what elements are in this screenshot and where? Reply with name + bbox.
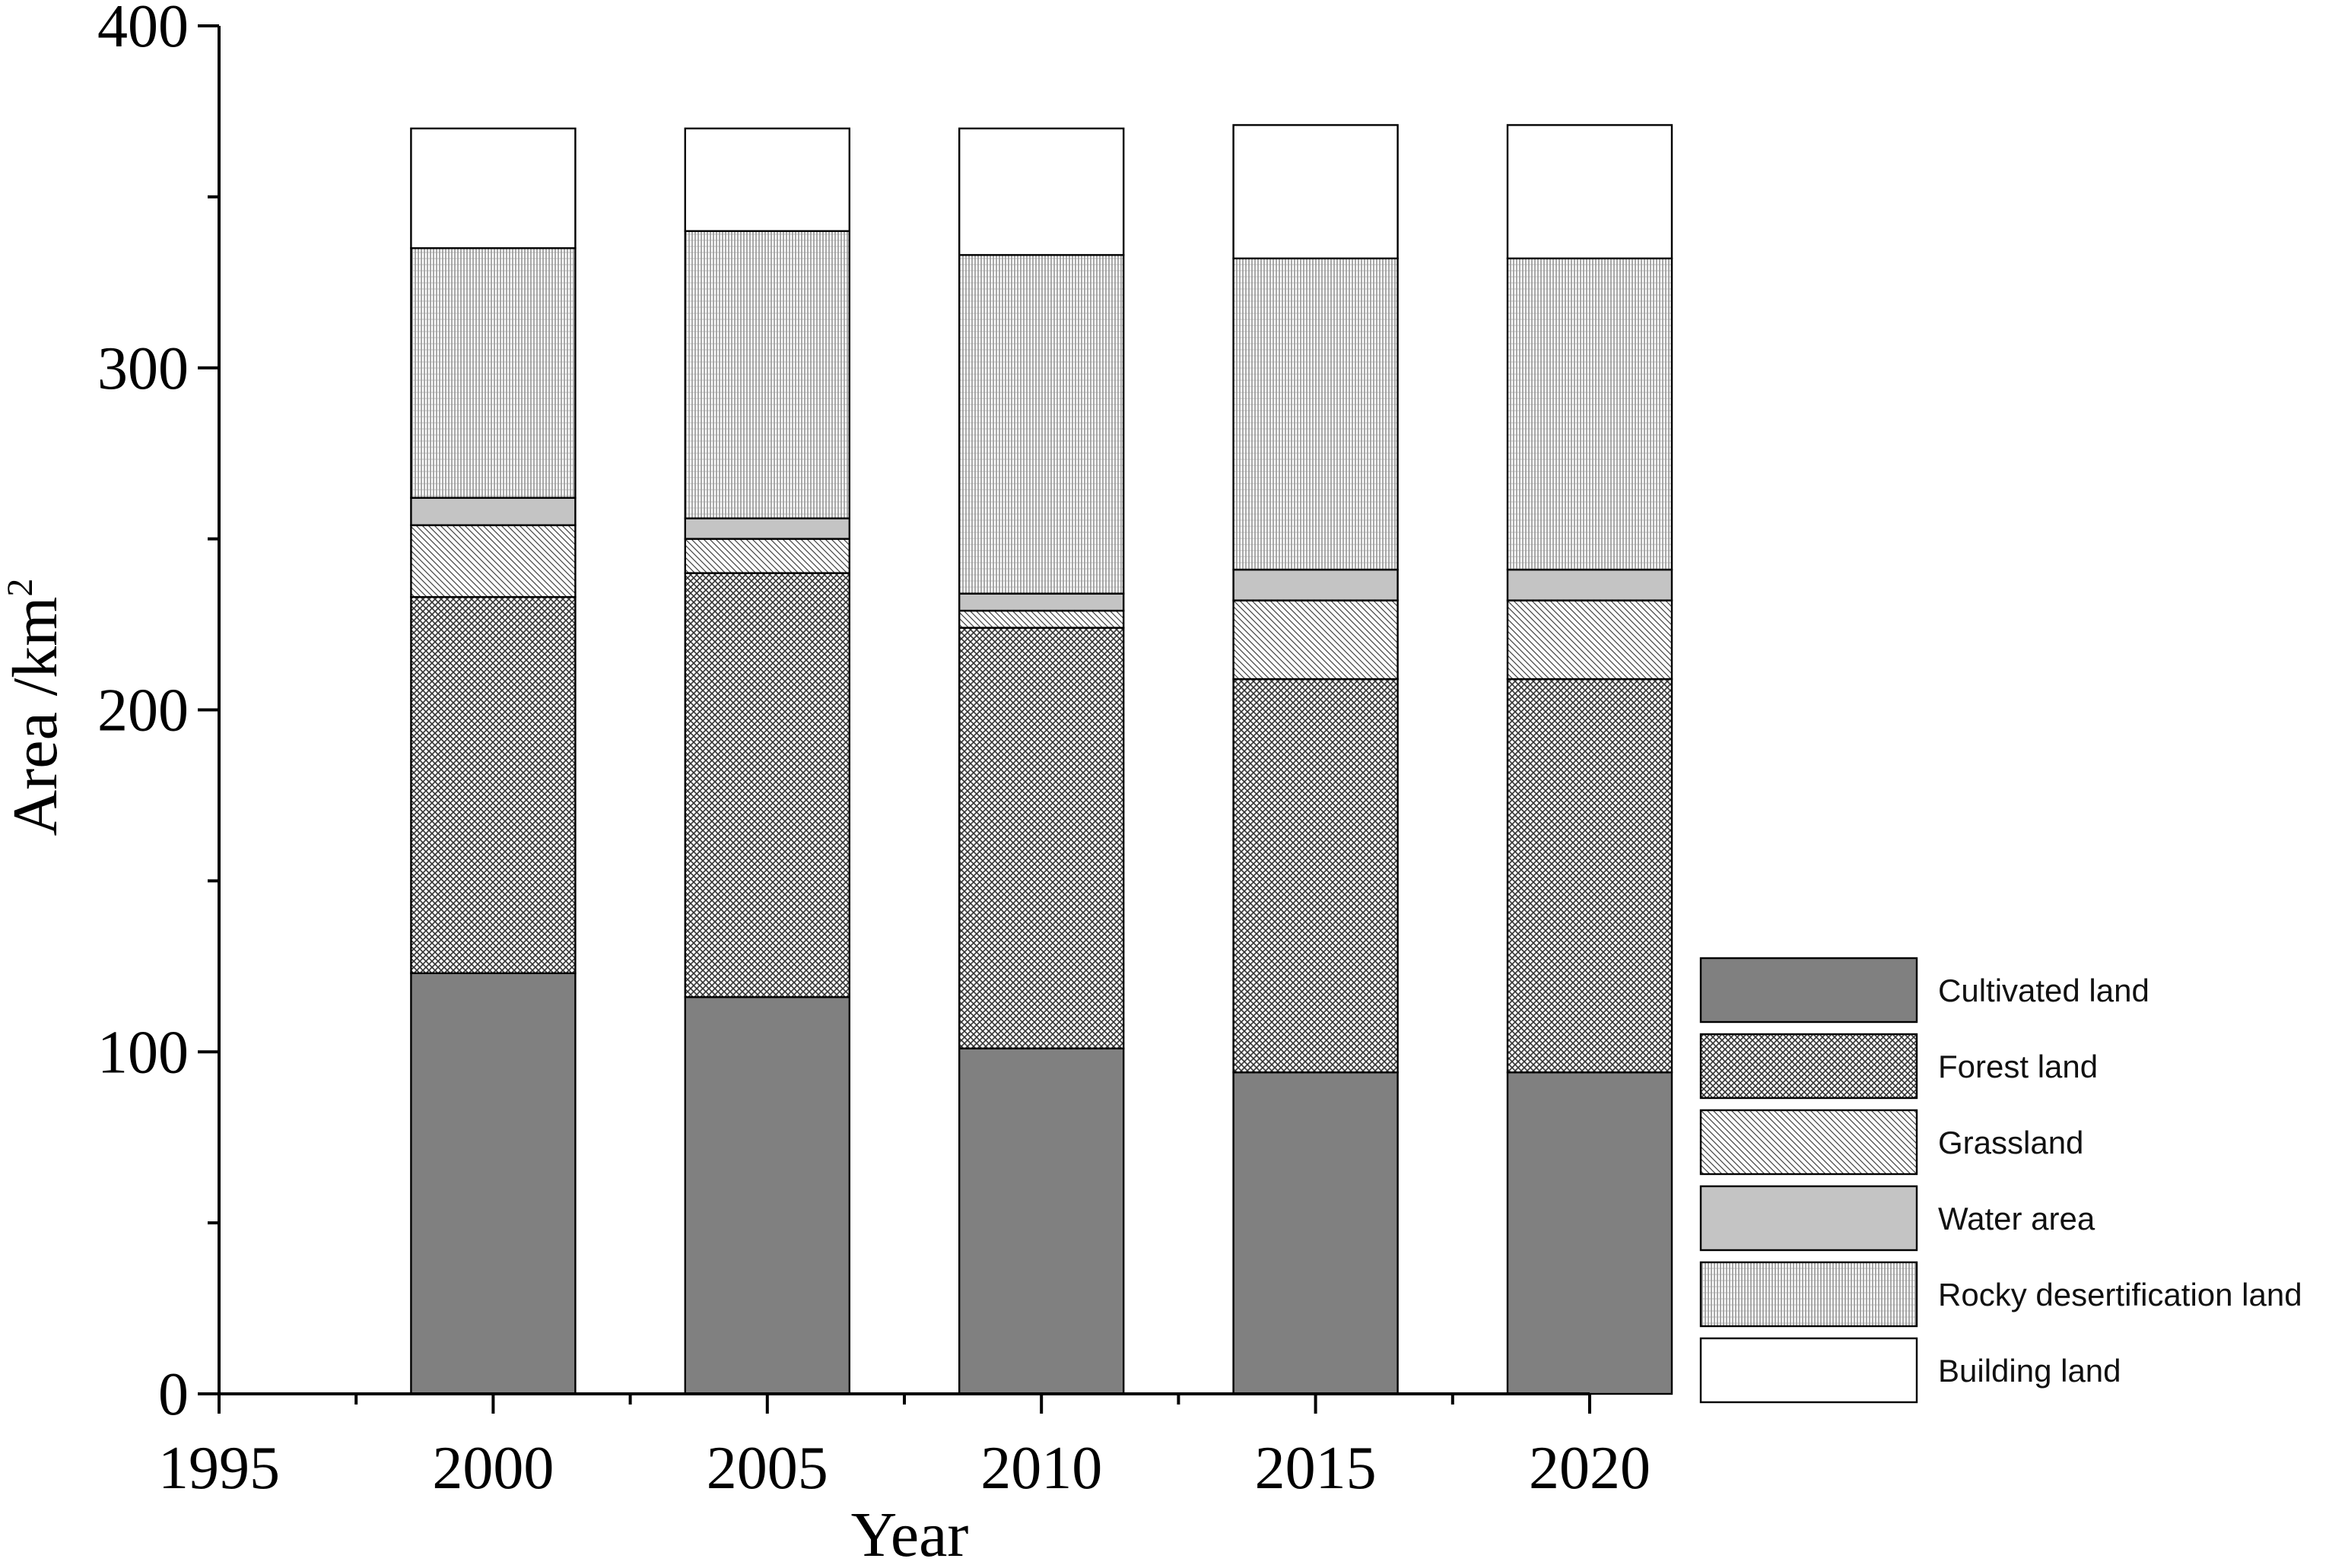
bar-2005-segment-3 bbox=[684, 538, 850, 574]
bar-2020-segment-4 bbox=[1506, 568, 1673, 601]
bar-2000-segment-5 bbox=[410, 247, 577, 499]
x-tick-label-2010: 2010 bbox=[980, 1435, 1102, 1502]
legend-label-6: Building land bbox=[1938, 1353, 2121, 1389]
bar-2020-segment-3 bbox=[1506, 599, 1673, 681]
axes: 0 100 200 300 400 1995 2000 2005 2010 2015 2020 bbox=[97, 0, 1651, 1502]
legend-label-3: Grassland bbox=[1938, 1125, 2083, 1160]
bar-2020-segment-1 bbox=[1506, 1071, 1673, 1395]
bar-2015-segment-6 bbox=[1232, 124, 1399, 260]
bar-2000-segment-6 bbox=[410, 127, 577, 249]
bar-2000-segment-3 bbox=[410, 524, 577, 598]
bar-2010-segment-6 bbox=[958, 127, 1125, 256]
x-tick-label-2020: 2020 bbox=[1529, 1435, 1651, 1502]
legend-swatch-6 bbox=[1699, 1337, 1918, 1404]
y-axis-title: Area /km2 bbox=[0, 579, 71, 836]
legend-label-1: Cultivated land bbox=[1938, 973, 2149, 1008]
bar-2020-segment-5 bbox=[1506, 257, 1673, 571]
x-tick-label-2005: 2005 bbox=[707, 1435, 828, 1502]
bar-2005-segment-4 bbox=[684, 517, 850, 540]
legend-label-2: Forest land bbox=[1938, 1049, 2098, 1084]
legend-swatch-5 bbox=[1699, 1261, 1918, 1328]
bar-2020-segment-6 bbox=[1506, 124, 1673, 260]
x-tick-label-2000: 2000 bbox=[432, 1435, 554, 1502]
y-tick-label-0: 0 bbox=[158, 1361, 189, 1428]
x-axis-title: Year bbox=[851, 1500, 969, 1568]
y-tick-label-100: 100 bbox=[97, 1019, 189, 1086]
bar-2010-segment-2 bbox=[958, 627, 1125, 1049]
legend-swatch-4 bbox=[1699, 1185, 1918, 1252]
y-tick-label-400: 400 bbox=[97, 0, 189, 60]
bar-2015-segment-5 bbox=[1232, 257, 1399, 571]
legend-label-5: Rocky desertification land bbox=[1938, 1277, 2302, 1312]
y-axis-title-superscript: 2 bbox=[0, 579, 40, 597]
bar-2015-segment-1 bbox=[1232, 1071, 1399, 1395]
legend-swatch-3 bbox=[1699, 1109, 1918, 1176]
y-tick-label-200: 200 bbox=[97, 678, 189, 744]
legend-swatch-2 bbox=[1699, 1033, 1918, 1100]
x-tick-label-1995: 1995 bbox=[158, 1435, 280, 1502]
legend-label-4: Water area bbox=[1938, 1201, 2095, 1236]
bar-group bbox=[410, 124, 1673, 1395]
bar-2005-segment-1 bbox=[684, 996, 850, 1395]
bar-2000-segment-2 bbox=[410, 595, 577, 975]
y-tick-label-300: 300 bbox=[97, 335, 189, 402]
bar-2010-segment-5 bbox=[958, 254, 1125, 595]
bar-2005-segment-6 bbox=[684, 127, 850, 233]
x-tick-label-2015: 2015 bbox=[1255, 1435, 1377, 1502]
bar-2010-segment-4 bbox=[958, 592, 1125, 612]
bar-2005-segment-5 bbox=[684, 230, 850, 519]
bar-2010-segment-3 bbox=[958, 609, 1125, 629]
bar-2000-segment-1 bbox=[410, 972, 577, 1395]
bar-2015-segment-4 bbox=[1232, 568, 1399, 601]
legend: Cultivated land Forest land Grassland Water… bbox=[1699, 957, 2302, 1404]
bar-2000-segment-4 bbox=[410, 497, 577, 526]
legend-swatch-1 bbox=[1699, 957, 1918, 1024]
bar-2015-segment-3 bbox=[1232, 599, 1399, 681]
y-axis-title-main: Area /km bbox=[0, 597, 71, 836]
bar-2020-segment-2 bbox=[1506, 678, 1673, 1074]
bar-2005-segment-2 bbox=[684, 572, 850, 998]
bar-2010-segment-1 bbox=[958, 1047, 1125, 1395]
bar-2015-segment-2 bbox=[1232, 678, 1399, 1074]
